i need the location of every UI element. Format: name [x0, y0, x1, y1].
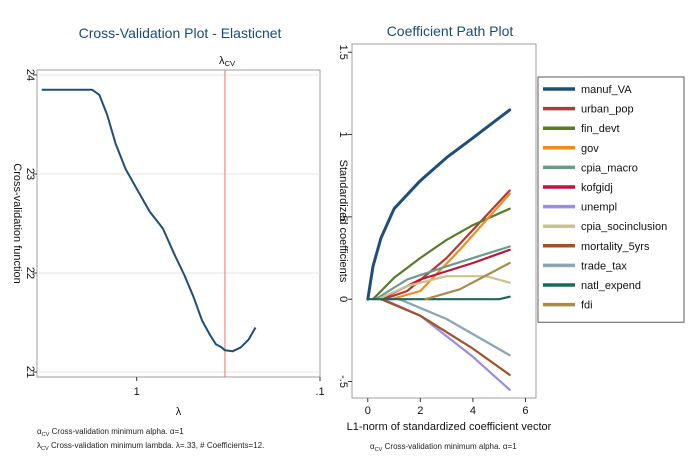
- coef-x-tick-label-1: 2: [417, 405, 423, 417]
- coef-series-trade-tax: [398, 298, 511, 357]
- coef-legend-label-3: gov: [581, 143, 599, 155]
- cv-y-axis-label: Cross-validation function: [11, 163, 23, 283]
- coef-legend-label-11: fdi: [581, 300, 593, 312]
- coef-plot-area: [351, 43, 537, 399]
- cv-lambda-line-label: λCV: [219, 55, 236, 68]
- cv-y-tick-label-1: 22: [24, 267, 36, 279]
- coef-legend: [537, 76, 685, 323]
- coef-legend-label-5: kofgidj: [581, 182, 613, 194]
- coef-x-axis-label: L1-norm of standardized coefficient vect…: [347, 421, 552, 433]
- coef-legend-label-6: unempl: [581, 202, 617, 214]
- coef-series-fin-devt: [371, 207, 511, 301]
- cv-y-tick-label-0: 21: [24, 366, 36, 378]
- coef-series-natl-expend: [366, 295, 511, 301]
- coef-x-tick-label-0: 0: [365, 405, 371, 417]
- coef-y-tick-label-0: -.5: [337, 375, 349, 388]
- cv-x-tick-label-0: 1: [134, 386, 140, 398]
- cv-note-0: αCV Cross-validation minimum alpha. α=1: [37, 427, 184, 438]
- cv-x-axis-label: λ: [176, 406, 182, 418]
- coef-y-tick-label-1: 0: [337, 296, 349, 302]
- coef-series-cpia-socinclusion: [377, 275, 511, 301]
- coef-y-axis-label: Standardized coefficients: [337, 160, 349, 283]
- coef-plot-title: Coefficient Path Plot: [387, 23, 514, 39]
- cv-x-tick-label-1: .1: [315, 386, 324, 398]
- coef-series-gov: [390, 192, 511, 301]
- coef-x-tick-label-2: 4: [470, 405, 476, 417]
- cv-note-1: λCV Cross-validation minimum lambda. λ=.…: [37, 441, 264, 452]
- cv-plot-title: Cross-Validation Plot - Elasticnet: [79, 25, 282, 41]
- coef-y-tick-label-4: 1.5: [337, 45, 349, 60]
- coef-legend-label-1: urban_pop: [581, 104, 634, 116]
- coef-series-fdi: [424, 261, 511, 301]
- coef-legend-label-4: cpia_macro: [581, 162, 638, 174]
- coef-series-cpia-macro: [374, 245, 511, 301]
- coef-x-tick-label-3: 6: [522, 405, 528, 417]
- coef-series-urban-pop: [382, 189, 511, 301]
- cv-y-tick-label-3: 24: [24, 69, 36, 81]
- cv-plot-area: [36, 69, 321, 378]
- coefficient-path-plot: Coefficient Path Plot -.5 0 .5 1 1.5 0 2 4 6 Stand…: [337, 23, 685, 453]
- coef-legend-label-2: fin_devt: [581, 123, 620, 135]
- coef-series-manuf-VA: [366, 108, 512, 301]
- coef-legend-label-0: manuf_VA: [581, 84, 632, 96]
- coef-legend-label-8: mortality_5yrs: [581, 241, 650, 253]
- coef-legend-label-10: natl_expend: [581, 280, 641, 292]
- cv-plot: Cross-Validation Plot - Elasticnet 21 22 23…: [11, 25, 325, 452]
- coef-legend-label-7: cpia_socinclusion: [581, 221, 667, 233]
- cv-curve-0: [41, 88, 257, 353]
- coef-note: αCV Cross-validation minimum alpha. α=1: [370, 442, 517, 453]
- coef-y-tick-label-2: .5: [337, 212, 349, 221]
- coef-legend-label-9: trade_tax: [581, 260, 627, 272]
- cv-y-tick-label-2: 23: [24, 168, 36, 180]
- coef-series-mortality-5yrs: [379, 298, 511, 376]
- coef-y-tick-label-3: 1: [337, 131, 349, 137]
